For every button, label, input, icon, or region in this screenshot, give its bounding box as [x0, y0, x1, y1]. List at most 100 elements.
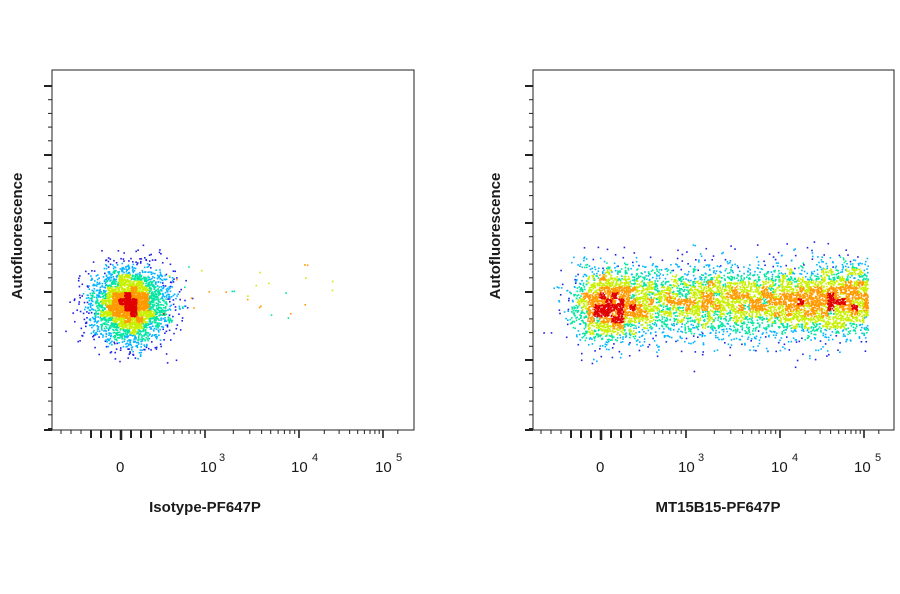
event-dot [140, 334, 142, 336]
event-dot [628, 343, 630, 346]
event-dot [648, 343, 651, 346]
event-dot [789, 325, 791, 327]
event-dot [760, 268, 763, 270]
event-dot [145, 294, 148, 297]
event-dot [684, 326, 686, 328]
event-dot [824, 328, 826, 331]
event-dot [142, 330, 144, 333]
event-dot [125, 279, 128, 281]
event-dot [572, 312, 575, 314]
event-dot [110, 275, 112, 277]
event-dot [132, 271, 135, 274]
event-dot [127, 264, 130, 266]
event-dot [674, 315, 677, 317]
event-dot [145, 326, 147, 329]
event-dot [138, 325, 140, 327]
event-dot [167, 288, 170, 291]
event-dot [105, 274, 108, 277]
event-dot [126, 311, 128, 313]
event-dot [148, 290, 151, 293]
event-dot [857, 256, 859, 258]
event-dot [681, 293, 683, 295]
event-dot [132, 268, 134, 271]
event-dot [612, 336, 615, 338]
event-dot [96, 313, 98, 315]
event-dot [153, 294, 156, 296]
event-dot [155, 307, 158, 309]
event-dot [121, 283, 124, 285]
event-dot [852, 259, 855, 261]
event-dot [106, 306, 108, 308]
event-dot [146, 263, 149, 265]
event-dot [120, 276, 122, 279]
event-dot [93, 334, 95, 337]
event-dot [738, 338, 741, 341]
event-dot [853, 267, 856, 269]
event-dot [165, 353, 168, 355]
event-dot [108, 339, 110, 342]
event-dot [164, 313, 166, 315]
event-dot [144, 348, 146, 351]
event-dot [153, 312, 156, 314]
event-dot [607, 266, 610, 268]
event-dot [123, 252, 125, 254]
event-dot [704, 335, 706, 337]
event-dot [635, 327, 637, 329]
event-dot [664, 268, 667, 270]
event-dot [575, 319, 578, 322]
event-dot [109, 293, 112, 296]
event-dot [89, 319, 92, 322]
event-dot [164, 307, 167, 310]
event-dot [169, 290, 172, 293]
event-dot [131, 318, 133, 321]
event-dot [168, 308, 171, 310]
event-dot [672, 291, 675, 294]
event-dot [94, 320, 97, 323]
event-dot [84, 306, 87, 308]
event-dot [127, 340, 129, 342]
event-dot [127, 286, 130, 288]
event-dot [792, 337, 795, 339]
event-dot [137, 312, 139, 314]
event-dot [93, 292, 95, 294]
event-dot [100, 327, 103, 329]
event-dot [136, 282, 139, 284]
event-dot [863, 334, 865, 337]
event-dot [845, 339, 848, 341]
event-dot [146, 299, 149, 302]
event-dot [650, 332, 652, 334]
event-dot [119, 349, 122, 351]
event-dot [717, 316, 720, 318]
event-dot [109, 291, 111, 294]
event-dot [138, 301, 141, 303]
event-dot [667, 269, 670, 271]
event-dot [160, 309, 162, 312]
event-dot [98, 309, 101, 311]
event-dot [162, 317, 164, 320]
event-dot [571, 308, 574, 310]
event-dot [151, 315, 154, 318]
event-dot [107, 296, 110, 298]
event-dot [758, 339, 761, 342]
event-dot [160, 322, 162, 325]
event-dot [649, 326, 651, 329]
event-dot [121, 341, 124, 343]
event-dot [723, 278, 726, 280]
event-dot [110, 302, 113, 305]
event-dot [601, 338, 603, 340]
event-dot [774, 330, 776, 333]
event-dot [611, 334, 613, 336]
event-dot [161, 310, 163, 312]
event-dot [143, 295, 145, 297]
event-dot [123, 304, 126, 307]
event-dot [152, 321, 154, 323]
event-dot [139, 273, 141, 276]
event-dot [802, 353, 804, 356]
event-dot [580, 315, 582, 317]
event-dot [148, 296, 151, 298]
event-dot [150, 287, 152, 290]
event-dot [573, 306, 575, 308]
event-dot [583, 316, 586, 319]
event-dot [126, 303, 128, 305]
event-dot [95, 285, 98, 287]
